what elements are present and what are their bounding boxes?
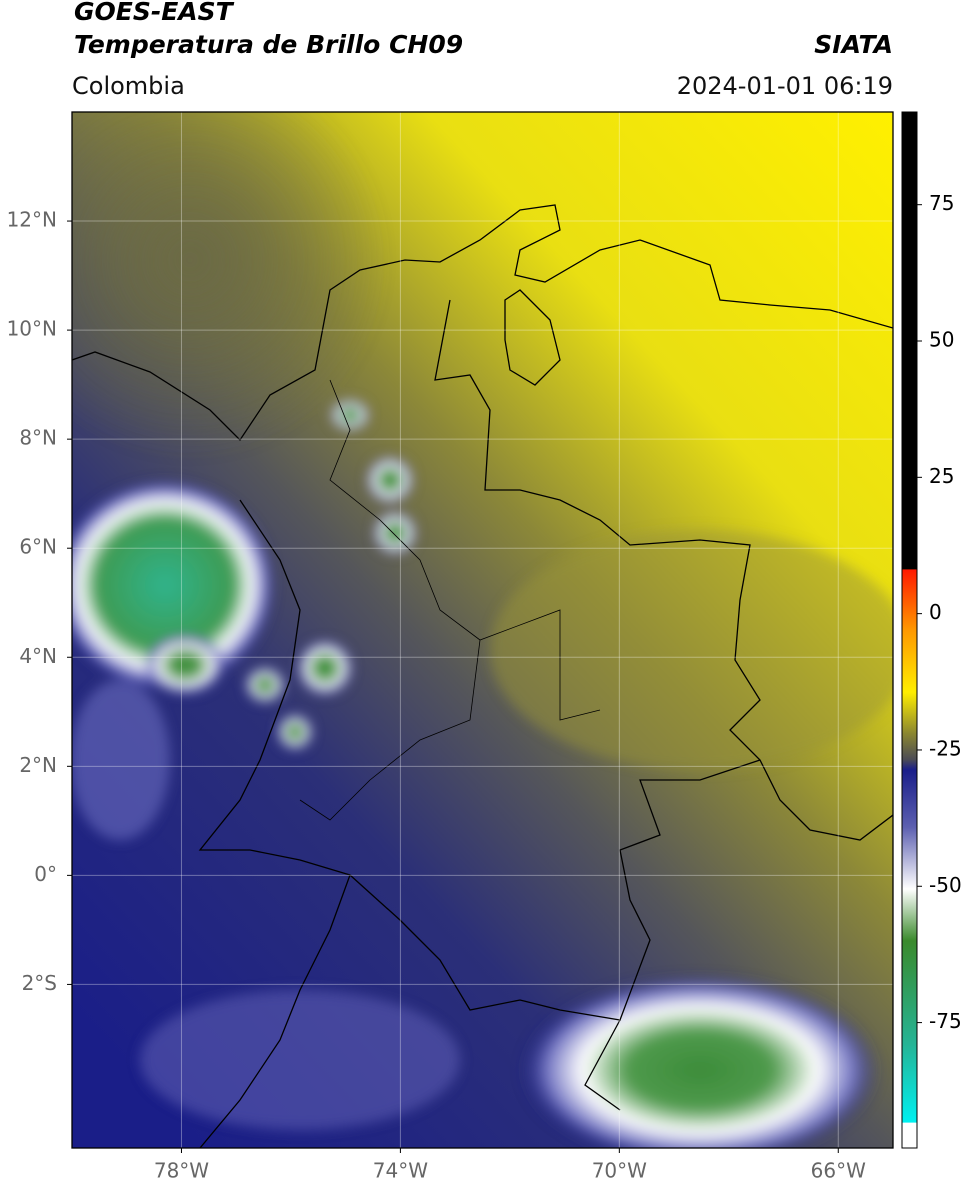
peru-brazil-border bbox=[584, 1019, 621, 1111]
lat-tick-label: 2°S bbox=[22, 971, 57, 995]
satellite-image bbox=[72, 112, 893, 1148]
lon-tick-label: 78°W bbox=[154, 1159, 209, 1183]
coastline bbox=[72, 204, 893, 442]
lon-tick-label: 70°W bbox=[592, 1159, 647, 1183]
cloud bbox=[245, 667, 285, 703]
cloud bbox=[373, 511, 417, 555]
colorbar-tick-label: 25 bbox=[929, 464, 954, 488]
lat-tick-label: 8°N bbox=[19, 426, 57, 450]
colorbar-tick-label: -50 bbox=[929, 873, 962, 897]
cloud bbox=[72, 480, 275, 690]
lat-tick-label: 2°N bbox=[19, 753, 57, 777]
colorbar-tick-label: 75 bbox=[929, 191, 954, 215]
venezuela-border bbox=[434, 299, 893, 841]
lake-maracaibo bbox=[504, 289, 561, 386]
lon-tick-label: 66°W bbox=[811, 1159, 866, 1183]
cloud bbox=[490, 530, 893, 770]
lat-tick-label: 6°N bbox=[19, 535, 57, 559]
title: GOES-EAST bbox=[74, 0, 235, 26]
colombia-border bbox=[198, 499, 761, 1021]
lat-tick-label: 12°N bbox=[7, 208, 57, 232]
cloud bbox=[140, 990, 460, 1130]
lat-tick-label: 0° bbox=[34, 862, 57, 886]
cloud bbox=[520, 975, 880, 1148]
graticule bbox=[72, 112, 893, 1148]
cloud bbox=[330, 399, 370, 431]
lat-tick-label: 10°N bbox=[7, 317, 57, 341]
subtitle: Temperatura de Brillo CH09 bbox=[74, 30, 463, 59]
lon-tick-label: 74°W bbox=[373, 1159, 428, 1183]
colorbar bbox=[901, 111, 918, 1149]
datetime: 2024-01-01 06:19 bbox=[677, 72, 893, 100]
borders bbox=[72, 204, 893, 1148]
cloud bbox=[145, 635, 225, 695]
colorbar-ticks: 75 50 25 0 -25 -50 -75 bbox=[917, 191, 962, 1033]
map-frame bbox=[71, 111, 894, 1149]
cloud bbox=[297, 640, 353, 696]
cloud bbox=[72, 680, 170, 840]
region: Colombia bbox=[72, 72, 185, 100]
colorbar-tick-label: 50 bbox=[929, 328, 954, 352]
ecuador-peru-border bbox=[199, 874, 351, 1148]
cloud bbox=[277, 714, 313, 750]
source: SIATA bbox=[814, 30, 893, 59]
department-borders bbox=[299, 379, 601, 821]
colorbar-tick-label: -75 bbox=[929, 1009, 962, 1033]
colorbar-tick-label: -25 bbox=[929, 736, 962, 760]
cloud bbox=[366, 456, 414, 504]
lat-tick-label: 4°N bbox=[19, 644, 57, 668]
colorbar-tick-label: 0 bbox=[929, 600, 942, 624]
